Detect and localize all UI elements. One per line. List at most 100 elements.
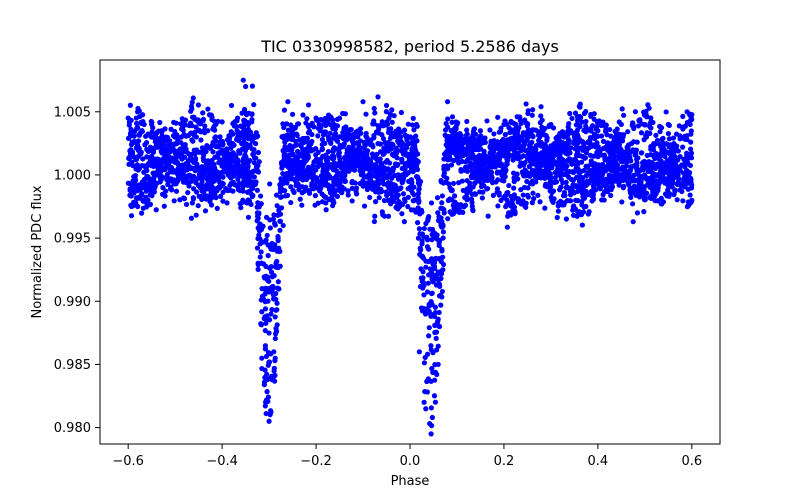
data-point <box>310 173 317 179</box>
data-point <box>214 205 220 211</box>
data-point <box>393 145 399 151</box>
data-point <box>535 192 541 198</box>
data-point <box>508 127 515 133</box>
data-point <box>666 170 672 177</box>
data-point <box>250 192 256 199</box>
data-point <box>642 175 648 181</box>
data-point <box>413 133 419 139</box>
data-point <box>159 133 165 139</box>
data-point <box>495 114 501 120</box>
data-point <box>641 137 647 143</box>
data-point <box>345 192 351 198</box>
data-point <box>523 138 529 144</box>
data-point <box>213 195 219 201</box>
data-point <box>143 194 149 200</box>
data-point <box>233 123 239 130</box>
data-point <box>206 169 212 176</box>
data-point <box>172 134 178 140</box>
data-point <box>663 109 669 115</box>
data-point <box>421 225 427 232</box>
data-point <box>237 130 243 136</box>
data-point <box>648 115 654 121</box>
data-point <box>638 186 644 192</box>
data-point <box>373 199 379 205</box>
data-point <box>247 142 253 148</box>
data-point <box>518 137 525 143</box>
data-point <box>487 127 493 133</box>
data-point <box>158 173 164 179</box>
data-point <box>304 148 310 155</box>
data-point <box>499 172 505 179</box>
data-point <box>330 126 336 132</box>
data-point <box>672 167 679 173</box>
data-point <box>630 201 636 207</box>
data-point <box>275 279 281 285</box>
data-point <box>672 154 678 160</box>
data-point <box>573 166 580 172</box>
data-point <box>577 101 583 107</box>
data-point <box>187 151 193 158</box>
data-point <box>243 83 249 90</box>
data-point <box>542 141 548 148</box>
data-point <box>659 136 665 142</box>
data-point <box>584 192 590 198</box>
data-point <box>472 180 478 186</box>
data-point <box>134 126 140 132</box>
data-point <box>602 123 609 130</box>
data-point <box>687 192 693 198</box>
data-point <box>515 151 521 157</box>
data-point <box>655 198 661 204</box>
data-point <box>197 149 203 155</box>
data-point <box>617 179 623 185</box>
data-point <box>663 165 669 171</box>
data-point <box>142 142 148 148</box>
data-point <box>572 146 578 152</box>
data-point <box>684 133 690 139</box>
data-point <box>498 197 504 204</box>
data-point <box>364 157 370 163</box>
data-point <box>385 167 392 173</box>
data-point <box>385 197 391 203</box>
data-point <box>628 194 634 200</box>
data-point <box>432 377 438 383</box>
data-point <box>383 102 390 109</box>
data-point <box>440 229 447 235</box>
data-point <box>579 202 585 208</box>
data-point <box>395 162 401 168</box>
data-point <box>528 130 534 136</box>
data-point <box>433 255 439 261</box>
data-point <box>364 180 371 186</box>
data-point <box>189 99 195 105</box>
data-point <box>335 160 341 167</box>
data-point <box>265 394 271 400</box>
data-point <box>648 194 654 200</box>
data-point <box>447 156 453 162</box>
data-point <box>262 367 268 373</box>
data-point <box>341 155 348 161</box>
data-point <box>226 138 232 144</box>
data-point <box>609 158 615 165</box>
data-point <box>434 195 441 201</box>
data-point <box>305 155 311 161</box>
data-point <box>650 119 656 126</box>
data-point <box>208 174 214 180</box>
data-point <box>547 158 553 164</box>
data-point <box>151 183 157 189</box>
data-point <box>529 167 535 173</box>
data-point <box>459 158 465 165</box>
data-point <box>281 107 288 113</box>
data-point <box>247 131 253 137</box>
data-point <box>281 180 287 186</box>
data-point <box>330 197 336 203</box>
data-point <box>131 133 137 139</box>
data-point <box>511 148 518 154</box>
data-point <box>598 152 604 158</box>
data-point <box>637 117 643 123</box>
data-point <box>501 121 507 128</box>
data-point <box>151 145 158 151</box>
data-point <box>689 182 695 188</box>
data-point <box>416 226 423 232</box>
data-point <box>569 115 575 121</box>
data-point <box>578 182 584 188</box>
data-point <box>125 115 131 121</box>
